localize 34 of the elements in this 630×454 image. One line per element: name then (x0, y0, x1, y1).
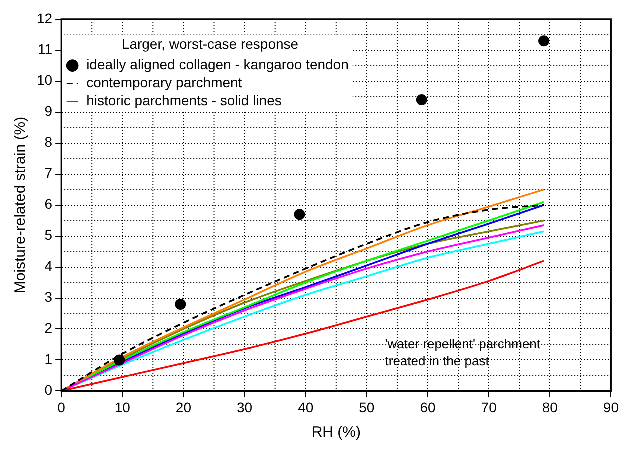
point (114, 354, 126, 366)
point (175, 298, 186, 310)
x-tick-label: 20 (176, 399, 192, 416)
y-tick-label: 3 (44, 289, 53, 306)
y-tick-label: 12 (36, 10, 53, 26)
y-tick-label: 6 (44, 196, 53, 212)
x-tick-label: 0 (58, 399, 66, 416)
legend-label: historic parchments - solid lines (86, 92, 282, 109)
legend-label: contemporary parchment (86, 74, 242, 91)
legend-title: Larger, worst-case response (122, 36, 299, 52)
y-axis-title: Moisture-related strain (%) (12, 116, 30, 294)
y-tick-label: 11 (38, 41, 53, 58)
x-tick-label: 60 (420, 399, 436, 416)
point (416, 94, 428, 106)
y-tick-label: 8 (44, 134, 53, 150)
point (294, 209, 306, 220)
x-tick-label: 80 (542, 399, 558, 416)
x-tick-label: 70 (481, 399, 498, 416)
legend-label: ideally aligned collagen - kangaroo tendon (86, 56, 349, 73)
x-tick-label: 10 (114, 399, 131, 416)
y-tick-label: 7 (44, 165, 53, 182)
y-tick-label: 4 (44, 258, 53, 274)
y-tick-label: 0 (44, 382, 53, 398)
x-tick-label: 40 (298, 399, 314, 416)
y-tick-label: 10 (36, 72, 53, 88)
y-tick-label: 2 (44, 320, 53, 336)
x-tick-label: 90 (603, 399, 620, 416)
y-tick-label: 5 (44, 227, 53, 244)
y-tick-label: 9 (44, 103, 53, 120)
x-axis-title: RH (%) (312, 424, 361, 442)
point (538, 36, 550, 47)
x-tick-label: 50 (359, 399, 375, 416)
y-tick-label: 1 (44, 351, 53, 368)
x-tick-label: 30 (236, 399, 253, 416)
